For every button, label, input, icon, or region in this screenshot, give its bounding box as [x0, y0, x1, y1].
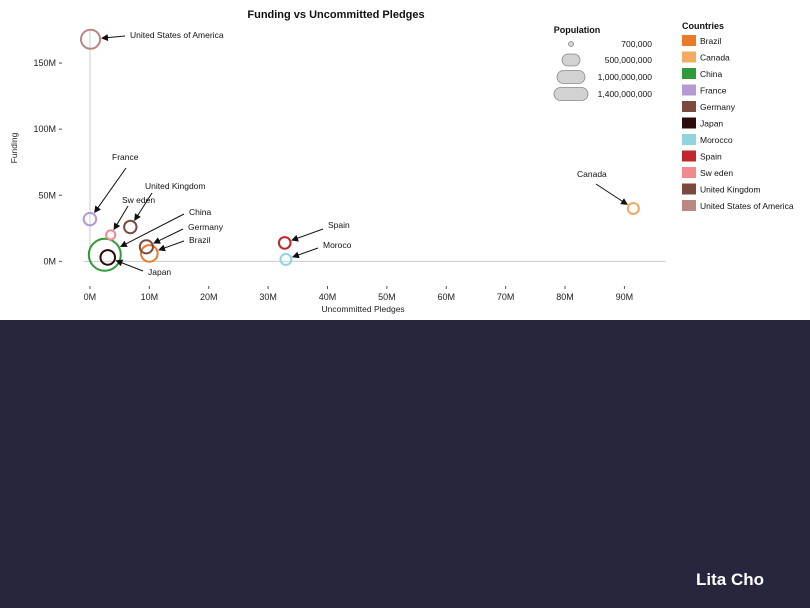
- size-legend-label: 500,000,000: [605, 55, 653, 65]
- x-tick-label: 30M: [259, 292, 277, 302]
- legend-item-label[interactable]: France: [700, 86, 727, 96]
- point-brazil[interactable]: [140, 244, 159, 263]
- arrow-morocco: [292, 247, 319, 259]
- point-label-china: China: [189, 207, 211, 217]
- arrow-china: [119, 213, 185, 247]
- point-spain[interactable]: [277, 236, 292, 250]
- legend-item-label[interactable]: Sw eden: [700, 168, 733, 178]
- point-label-sweden: Sw eden: [122, 195, 155, 205]
- legend-swatch[interactable]: [682, 84, 696, 96]
- point-label-france: France: [112, 152, 139, 162]
- size-legend-title: Population: [554, 25, 601, 35]
- point-united-kingdom[interactable]: [123, 219, 138, 235]
- point-label-japan: Japan: [148, 267, 171, 277]
- size-legend-swatch: [553, 87, 589, 101]
- point-france[interactable]: [82, 211, 98, 227]
- point-morocco[interactable]: [279, 252, 293, 266]
- chart-panel: Funding vs Uncommitted Pledges 0M 50M 100M…: [0, 0, 810, 320]
- point-germany[interactable]: [138, 239, 154, 255]
- point-japan[interactable]: [99, 249, 117, 266]
- point-label-united-states-of-america: United States of America: [130, 30, 224, 40]
- arrow-canada: [595, 183, 628, 205]
- y-axis-label: Funding: [9, 132, 19, 163]
- size-legend-swatch: [568, 41, 574, 47]
- point-united-states-of-america[interactable]: [79, 28, 102, 50]
- legend-item-label[interactable]: Brazil: [700, 36, 721, 46]
- legend-item-label[interactable]: Canada: [700, 53, 730, 63]
- legend-swatch[interactable]: [682, 167, 696, 178]
- arrow-united-states-of-america: [101, 34, 126, 42]
- legend-swatch[interactable]: [682, 117, 696, 129]
- arrow-france: [94, 167, 127, 214]
- point-label-morocco: Moroco: [323, 240, 352, 250]
- point-label-spain: Spain: [328, 220, 350, 230]
- point-label-germany: Germany: [188, 222, 224, 232]
- legend-item-label[interactable]: United States of America: [700, 201, 794, 211]
- legend-title: Countries: [682, 21, 724, 31]
- arrow-germany: [153, 228, 184, 244]
- y-tick-label: 50M: [38, 190, 56, 200]
- arrow-sweden: [113, 205, 129, 231]
- arrow-japan: [115, 259, 144, 272]
- size-legend-swatch: [561, 53, 581, 67]
- legend-item-label[interactable]: China: [700, 69, 722, 79]
- chart-title: Funding vs Uncommitted Pledges: [247, 9, 424, 21]
- x-tick-label: 80M: [556, 292, 574, 302]
- author-name: Lita Cho: [696, 570, 764, 589]
- legend-item-label[interactable]: Japan: [700, 119, 723, 129]
- legend-item-label[interactable]: Spain: [700, 152, 722, 162]
- x-tick-label: 90M: [616, 292, 634, 302]
- legend-swatch[interactable]: [682, 35, 696, 46]
- legend-item-label[interactable]: Germany: [700, 102, 736, 112]
- legend-swatch[interactable]: [682, 183, 696, 195]
- size-legend-label: 700,000: [621, 39, 652, 49]
- point-label-canada: Canada: [577, 169, 607, 179]
- x-tick-label: 10M: [141, 292, 159, 302]
- arrow-united-kingdom: [134, 192, 153, 221]
- point-sweden[interactable]: [105, 229, 117, 241]
- legend-swatch[interactable]: [682, 101, 696, 112]
- point-label-united-kingdom: United Kingdom: [145, 181, 205, 191]
- size-legend-label: 1,000,000,000: [598, 72, 653, 82]
- point-canada[interactable]: [626, 202, 640, 215]
- x-tick-label: 60M: [438, 292, 456, 302]
- legend-swatch[interactable]: [682, 134, 696, 145]
- legend-swatch[interactable]: [682, 150, 696, 162]
- x-tick-label: 50M: [378, 292, 396, 302]
- legend-swatch[interactable]: [682, 68, 696, 79]
- y-tick-label: 100M: [33, 124, 56, 134]
- y-tick-label: 0M: [43, 256, 56, 266]
- size-legend-swatch: [556, 70, 586, 84]
- x-axis-label: Uncommitted Pledges: [322, 304, 405, 314]
- x-tick-label: 20M: [200, 292, 218, 302]
- scatter-chart: Funding vs Uncommitted Pledges 0M 50M 100M…: [9, 9, 794, 314]
- legend-swatch[interactable]: [682, 200, 696, 211]
- x-tick-label: 40M: [319, 292, 337, 302]
- x-tick-label: 70M: [497, 292, 515, 302]
- x-tick-label: 0M: [84, 292, 97, 302]
- point-label-brazil: Brazil: [189, 235, 210, 245]
- legend-item-label[interactable]: United Kingdom: [700, 185, 760, 195]
- size-legend-label: 1,400,000,000: [598, 89, 653, 99]
- arrow-brazil: [158, 240, 185, 252]
- legend-swatch[interactable]: [682, 51, 696, 63]
- y-tick-label: 150M: [33, 58, 56, 68]
- point-china[interactable]: [87, 237, 122, 272]
- legend-item-label[interactable]: Morocco: [700, 135, 733, 145]
- arrow-spain: [291, 228, 324, 242]
